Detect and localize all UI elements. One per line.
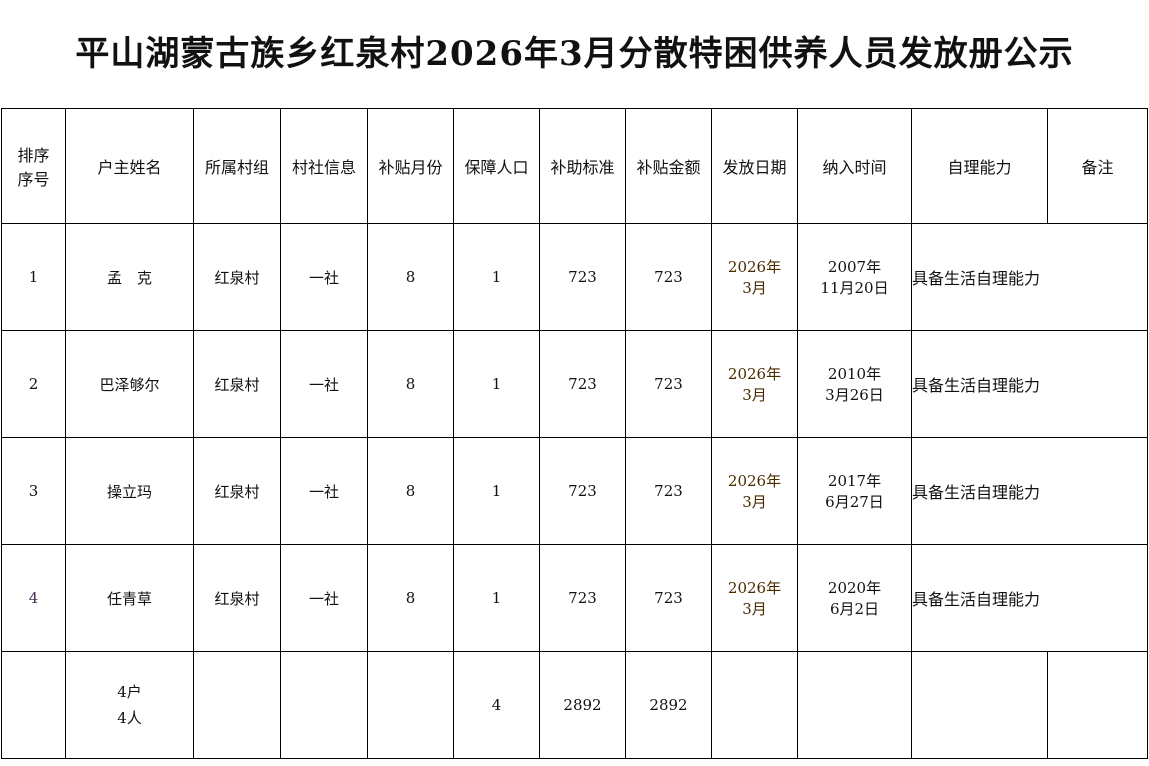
header-row: 排序序号 户主姓名 所属村组 村社信息 补贴月份 保障人口 补助标准 补贴金额 …	[1, 108, 1148, 224]
cell-group: 红泉村	[193, 330, 281, 438]
cell-people: 1	[453, 544, 540, 652]
cell-join-date: 2010年 3月26日	[797, 330, 912, 438]
header-cell: 备注	[1047, 108, 1148, 224]
cell-ability: 具备生活自理能力	[911, 437, 1148, 545]
total-households: 4户 4人	[65, 651, 194, 759]
header-cell: 发放日期	[711, 108, 798, 224]
header-cell: 排序序号	[1, 108, 66, 224]
cell-months: 8	[367, 330, 454, 438]
total-empty-cell	[711, 651, 798, 759]
distribution-table: 排序序号 户主姓名 所属村组 村社信息 补贴月份 保障人口 补助标准 补贴金额 …	[1, 108, 1148, 759]
header-cell: 保障人口	[453, 108, 540, 224]
cell-standard: 723	[539, 437, 626, 545]
cell-ability: 具备生活自理能力	[911, 223, 1148, 331]
cell-no: 4	[1, 544, 66, 652]
cell-people: 1	[453, 330, 540, 438]
header-cell: 纳入时间	[797, 108, 912, 224]
cell-no: 2	[1, 330, 66, 438]
table-row: 2 巴泽够尔 红泉村 一社 8 1 723 723 2026年 3月 2010年 3月26日 具备生…	[1, 330, 1148, 438]
header-cell: 补助标准	[539, 108, 626, 224]
total-amount: 2892	[625, 651, 712, 759]
cell-issue-date: 2026年 3月	[711, 544, 798, 652]
cell-amount: 723	[625, 223, 712, 331]
cell-name: 巴泽够尔	[65, 330, 194, 438]
cell-info: 一社	[280, 223, 368, 331]
cell-info: 一社	[280, 330, 368, 438]
header-cell: 自理能力	[911, 108, 1048, 224]
cell-name: 操立玛	[65, 437, 194, 545]
cell-months: 8	[367, 544, 454, 652]
header-cell: 补贴金额	[625, 108, 712, 224]
total-people: 4	[453, 651, 540, 759]
cell-join-date: 2007年 11月20日	[797, 223, 912, 331]
cell-standard: 723	[539, 223, 626, 331]
table-row: 3 操立玛 红泉村 一社 8 1 723 723 2026年 3月 2017年 6月27日 具备生活…	[1, 437, 1148, 545]
cell-info: 一社	[280, 544, 368, 652]
cell-name: 孟 克	[65, 223, 194, 331]
cell-issue-date: 2026年 3月	[711, 223, 798, 331]
cell-people: 1	[453, 437, 540, 545]
cell-issue-date: 2026年 3月	[711, 330, 798, 438]
cell-no: 1	[1, 223, 66, 331]
page-title: 平山湖蒙古族乡红泉村2026年3月分散特困供养人员发放册公示	[75, 34, 1074, 74]
header-cell: 户主姓名	[65, 108, 194, 224]
total-row: 4户 4人 4 2892 2892	[1, 651, 1148, 759]
cell-join-date: 2020年 6月2日	[797, 544, 912, 652]
cell-amount: 723	[625, 437, 712, 545]
total-empty-cell	[797, 651, 912, 759]
cell-standard: 723	[539, 330, 626, 438]
cell-people: 1	[453, 223, 540, 331]
total-empty-cell	[911, 651, 1048, 759]
header-cell: 所属村组	[193, 108, 281, 224]
total-empty-cell	[193, 651, 281, 759]
table-row: 4 任青草 红泉村 一社 8 1 723 723 2026年 3月 2020年 6月2日 具备生活自…	[1, 544, 1148, 652]
header-cell: 补贴月份	[367, 108, 454, 224]
total-empty-cell	[280, 651, 368, 759]
cell-group: 红泉村	[193, 544, 281, 652]
cell-info: 一社	[280, 437, 368, 545]
cell-ability: 具备生活自理能力	[911, 330, 1148, 438]
cell-standard: 723	[539, 544, 626, 652]
cell-group: 红泉村	[193, 437, 281, 545]
cell-group: 红泉村	[193, 223, 281, 331]
header-cell: 村社信息	[280, 108, 368, 224]
cell-ability: 具备生活自理能力	[911, 544, 1148, 652]
cell-amount: 723	[625, 330, 712, 438]
total-standard: 2892	[539, 651, 626, 759]
total-empty-cell	[367, 651, 454, 759]
cell-issue-date: 2026年 3月	[711, 437, 798, 545]
cell-join-date: 2017年 6月27日	[797, 437, 912, 545]
total-empty-cell	[1, 651, 66, 759]
cell-name: 任青草	[65, 544, 194, 652]
cell-months: 8	[367, 437, 454, 545]
cell-months: 8	[367, 223, 454, 331]
cell-amount: 723	[625, 544, 712, 652]
total-empty-cell	[1047, 651, 1148, 759]
cell-no: 3	[1, 437, 66, 545]
